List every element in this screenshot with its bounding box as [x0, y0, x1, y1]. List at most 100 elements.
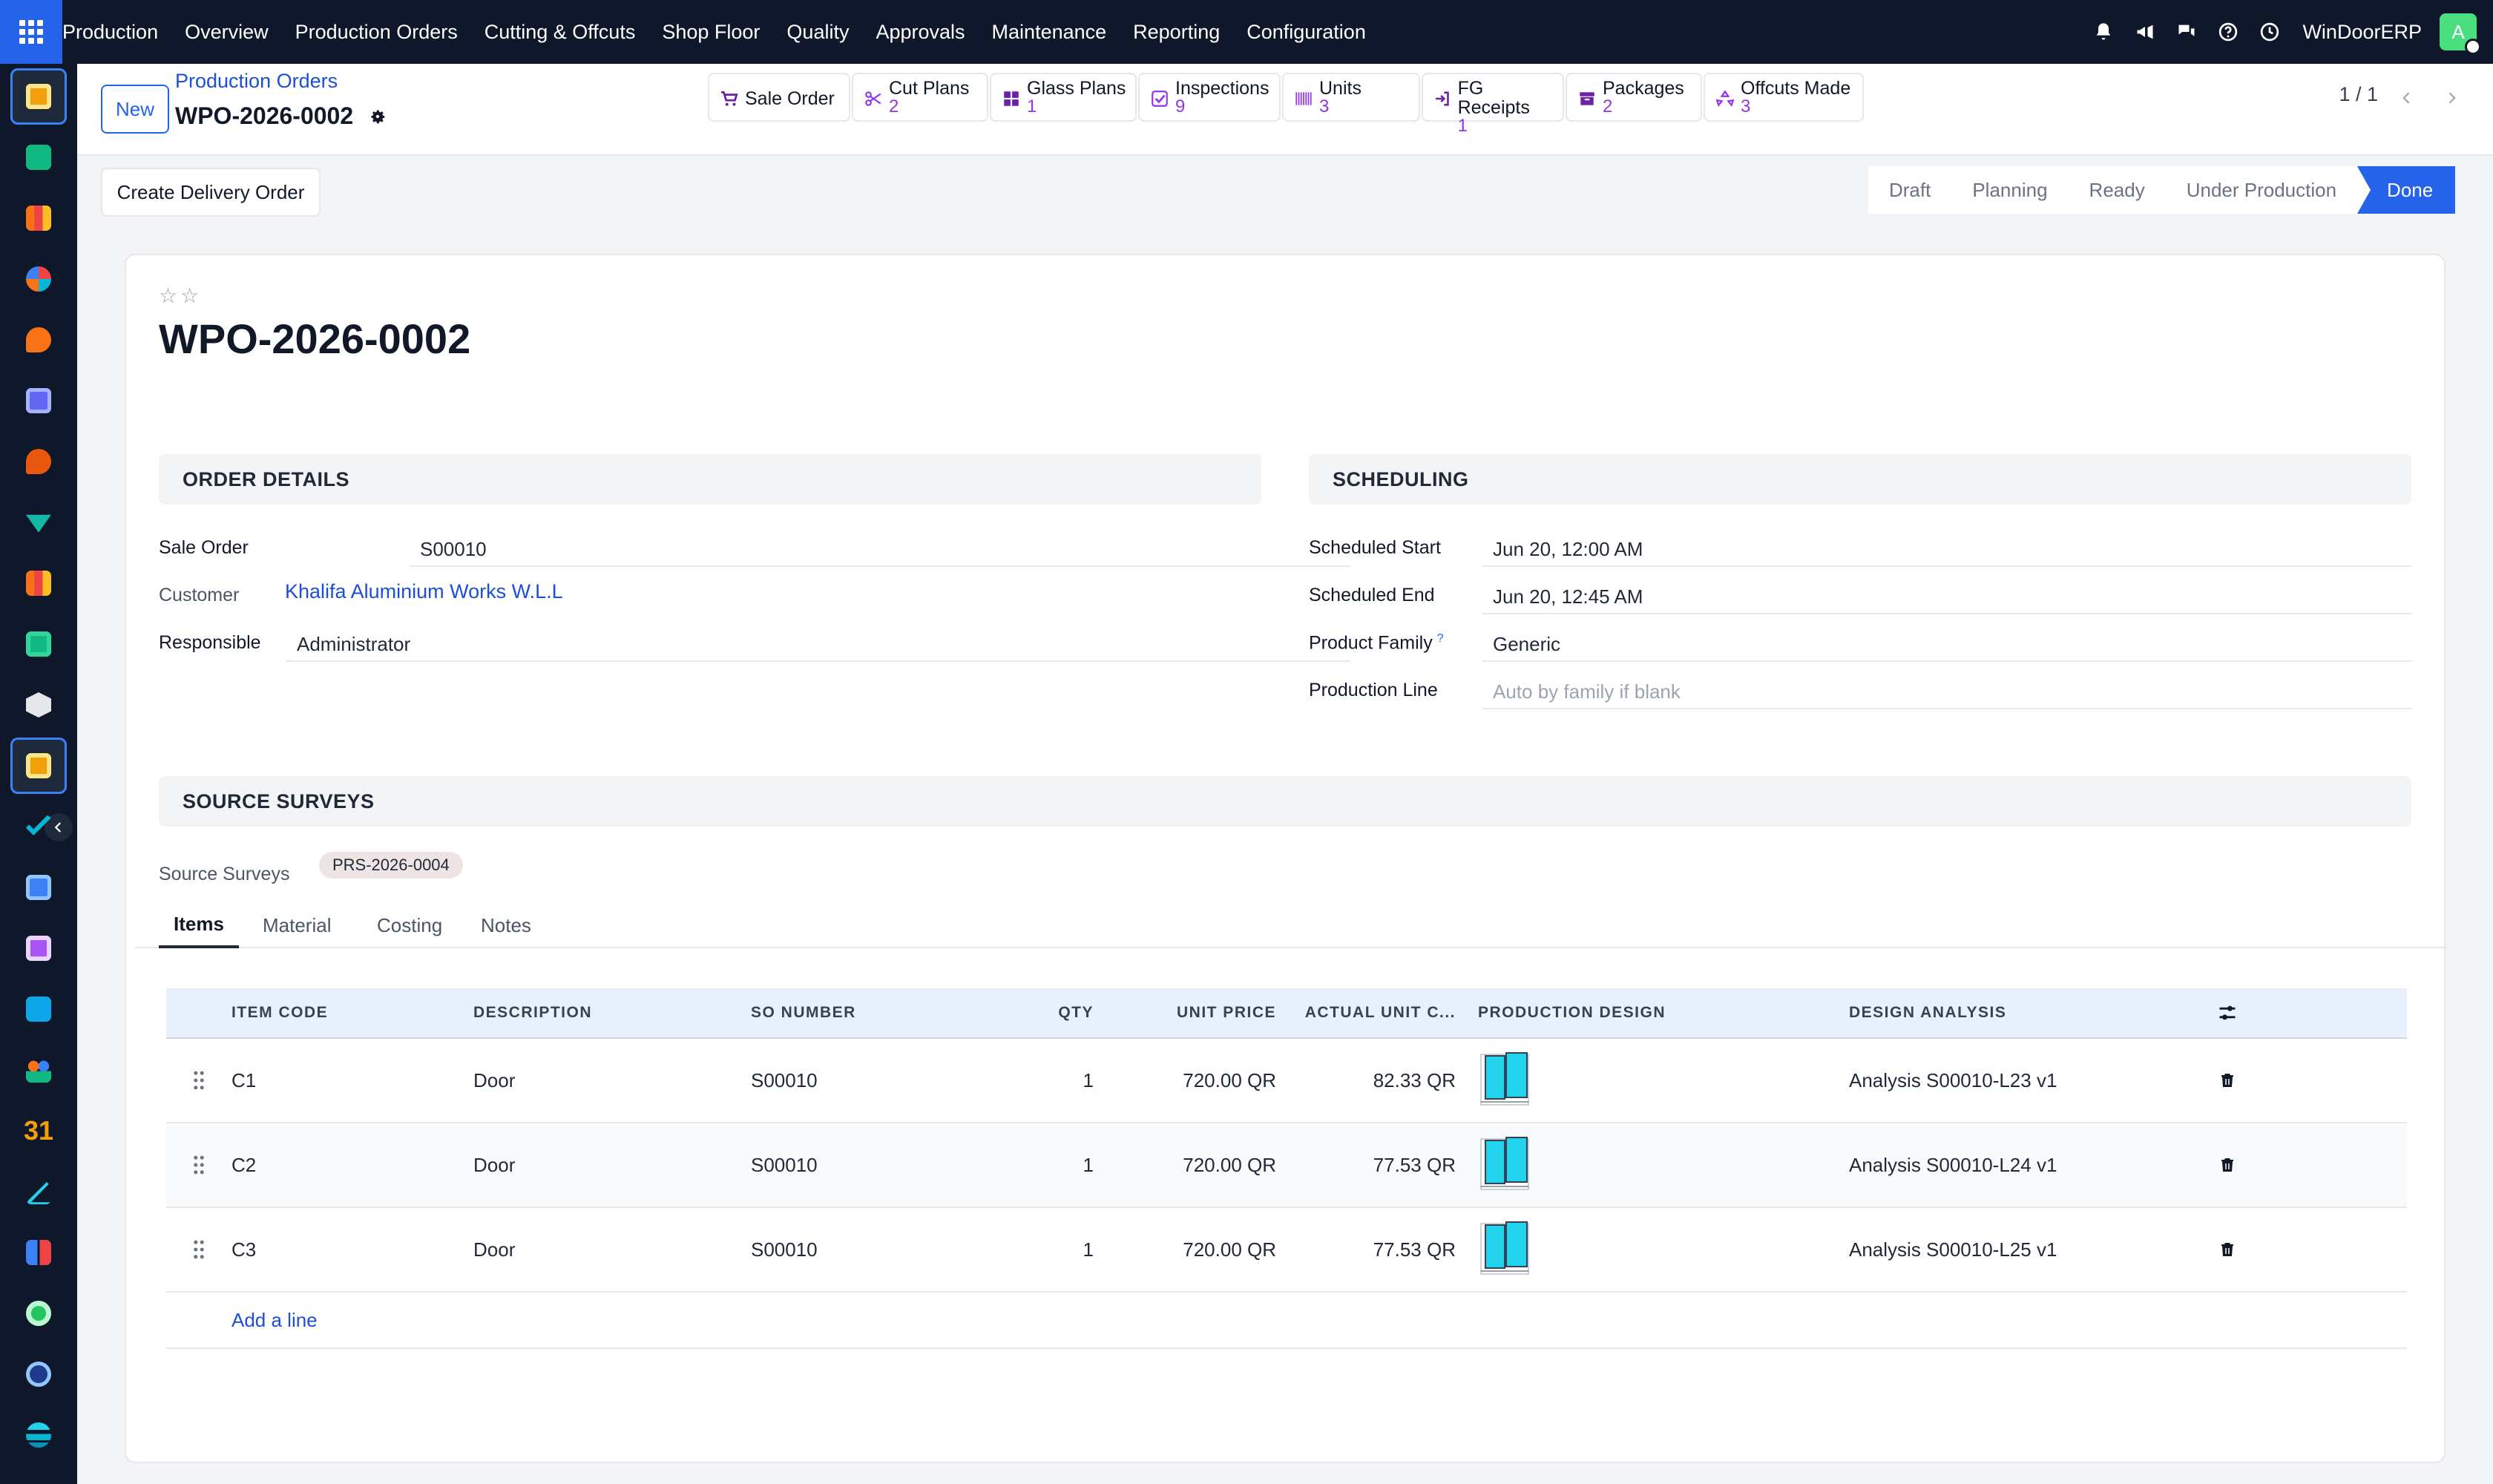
pager-previous-button[interactable] [2385, 74, 2429, 122]
pager-value[interactable]: 1 / 1 [2339, 83, 2378, 105]
column-header-so-number[interactable]: SO NUMBER [751, 1004, 856, 1021]
delete-row-button[interactable] [2198, 1155, 2257, 1175]
smart-button-units[interactable]: Units 3 [1282, 73, 1420, 122]
time-app-icon[interactable] [10, 1346, 67, 1402]
stage-planning[interactable]: Planning [1972, 178, 2048, 201]
tab-items[interactable]: Items [159, 902, 239, 948]
sidebar-collapse-button[interactable] [45, 813, 73, 841]
pager-next-button[interactable] [2429, 74, 2474, 122]
quality-app-icon[interactable] [10, 798, 67, 855]
create-delivery-order-button[interactable]: Create Delivery Order [101, 168, 321, 217]
chat-icon[interactable] [2172, 17, 2201, 47]
table-row[interactable]: C1 Door S00010 1 720.00 QR 82.33 QR Anal… [166, 1039, 2407, 1123]
bell-icon[interactable] [2089, 17, 2118, 47]
drag-handle-icon[interactable] [166, 1070, 231, 1091]
delete-row-button[interactable] [2198, 1071, 2257, 1090]
menu-production-orders[interactable]: Production Orders [295, 20, 458, 43]
megaphone-icon[interactable] [2130, 17, 2160, 47]
survey-tag[interactable]: PRS-2026-0004 [319, 852, 463, 879]
whatsapp-app-icon[interactable] [10, 1285, 67, 1342]
product-family-field[interactable]: Generic [1482, 628, 2411, 662]
column-header-item-code[interactable]: ITEM CODE [231, 1004, 329, 1021]
column-header-design-analysis[interactable]: DESIGN ANALYSIS [1849, 1004, 2007, 1021]
inventory-app-icon[interactable] [10, 677, 67, 733]
column-header-production-design[interactable]: PRODUCTION DESIGN [1478, 1004, 1666, 1021]
discuss-app-icon[interactable] [10, 312, 67, 368]
tab-material[interactable]: Material [263, 913, 332, 936]
table-row[interactable]: C2 Door S00010 1 720.00 QR 77.53 QR Anal… [166, 1123, 2407, 1208]
calendar-app-icon[interactable]: 31 [23, 1115, 54, 1146]
optional-columns-toggle[interactable] [2198, 1002, 2257, 1023]
stage-ready[interactable]: Ready [2089, 178, 2145, 201]
door-design-thumbnail[interactable] [1478, 1135, 1531, 1191]
contacts-app-icon[interactable] [10, 129, 67, 186]
stage-under-production[interactable]: Under Production [2186, 178, 2337, 201]
customer-link[interactable]: Khalifa Aluminium Works W.L.L [285, 580, 563, 603]
tab-costing[interactable]: Costing [377, 913, 443, 936]
production-app-icon-2[interactable] [10, 738, 67, 794]
menu-maintenance[interactable]: Maintenance [991, 20, 1107, 43]
smart-button-fg-receipts[interactable]: FG Receipts 1 [1422, 73, 1564, 135]
production-app-icon[interactable] [10, 68, 67, 125]
smart-button-cut-plans[interactable]: Cut Plans 2 [852, 73, 988, 122]
column-header-actual-unit-cost[interactable]: ACTUAL UNIT C... [1304, 1004, 1456, 1021]
production-line-field[interactable]: Auto by family if blank [1482, 675, 2411, 709]
employees-app-icon[interactable] [10, 616, 67, 672]
column-header-description[interactable]: DESCRIPTION [473, 1004, 593, 1021]
team-app-icon[interactable] [10, 1042, 67, 1098]
drag-handle-icon[interactable] [166, 1239, 231, 1260]
menu-configuration[interactable]: Configuration [1246, 20, 1366, 43]
website-app-icon[interactable] [10, 1407, 67, 1463]
menu-quality[interactable]: Quality [786, 20, 850, 43]
add-line-link[interactable]: Add a line [166, 1293, 2407, 1349]
drag-handle-icon[interactable] [166, 1155, 231, 1175]
delete-row-button[interactable] [2198, 1240, 2257, 1259]
dashboard-app-icon[interactable] [10, 251, 67, 307]
analytics-app-icon[interactable] [10, 555, 67, 611]
column-header-unit-price[interactable]: UNIT PRICE [1176, 1004, 1276, 1021]
tab-notes[interactable]: Notes [481, 913, 531, 936]
chat-app-icon[interactable] [10, 433, 67, 490]
knowledge-app-icon[interactable] [10, 859, 67, 916]
smart-button-glass-plans[interactable]: Glass Plans 1 [990, 73, 1137, 122]
menu-approvals[interactable]: Approvals [876, 20, 965, 43]
smart-button-sale-order[interactable]: Sale Order [708, 73, 850, 122]
menu-overview[interactable]: Overview [185, 20, 269, 43]
clock-icon[interactable] [2255, 17, 2285, 47]
help-icon[interactable] [2213, 17, 2243, 47]
smart-button-inspections[interactable]: Inspections 9 [1138, 73, 1281, 122]
menu-cutting-offcuts[interactable]: Cutting & Offcuts [484, 20, 636, 43]
new-button[interactable]: New [101, 85, 169, 134]
gear-icon[interactable] [368, 107, 387, 130]
responsible-field[interactable]: Administrator [286, 628, 1350, 662]
project-app-icon[interactable] [10, 494, 67, 551]
cell-design-analysis[interactable]: Analysis S00010-L24 v1 [1849, 1153, 2057, 1176]
invoicing-app-icon[interactable] [10, 981, 67, 1037]
mail-app-icon[interactable] [10, 372, 67, 429]
apps-app-icon[interactable] [10, 920, 67, 976]
door-design-thumbnail[interactable] [1478, 1219, 1531, 1275]
stage-draft[interactable]: Draft [1889, 178, 1931, 201]
cell-design-analysis[interactable]: Analysis S00010-L23 v1 [1849, 1068, 2057, 1091]
menu-reporting[interactable]: Reporting [1133, 20, 1221, 43]
stage-done[interactable]: Done [2357, 166, 2456, 214]
help-tooltip-icon[interactable]: ? [1436, 632, 1444, 645]
sale-order-field[interactable]: S00010 [410, 533, 1350, 567]
sign-app-icon[interactable] [10, 1163, 67, 1220]
company-switcher[interactable]: WinDoorERP [2302, 20, 2422, 43]
scheduled-start-field[interactable]: Jun 20, 12:00 AM [1482, 533, 2411, 567]
smart-button-offcuts-made[interactable]: Offcuts Made 3 [1704, 73, 1864, 122]
column-header-qty[interactable]: QTY [1058, 1004, 1094, 1021]
door-design-thumbnail[interactable] [1478, 1050, 1531, 1106]
menu-shop-floor[interactable]: Shop Floor [662, 20, 761, 43]
app-grid-button[interactable] [0, 0, 62, 64]
menu-app-production[interactable]: Production [62, 20, 159, 43]
scheduled-end-field[interactable]: Jun 20, 12:45 AM [1482, 580, 2411, 614]
priority-stars[interactable]: ☆☆ [159, 284, 203, 307]
reporting-app-icon[interactable] [10, 190, 67, 246]
breadcrumb-parent[interactable]: Production Orders [175, 70, 338, 92]
spreadsheet-app-icon[interactable] [10, 1224, 67, 1281]
cell-design-analysis[interactable]: Analysis S00010-L25 v1 [1849, 1238, 2057, 1261]
user-avatar[interactable]: A [2440, 13, 2481, 55]
smart-button-packages[interactable]: Packages 2 [1566, 73, 1702, 122]
